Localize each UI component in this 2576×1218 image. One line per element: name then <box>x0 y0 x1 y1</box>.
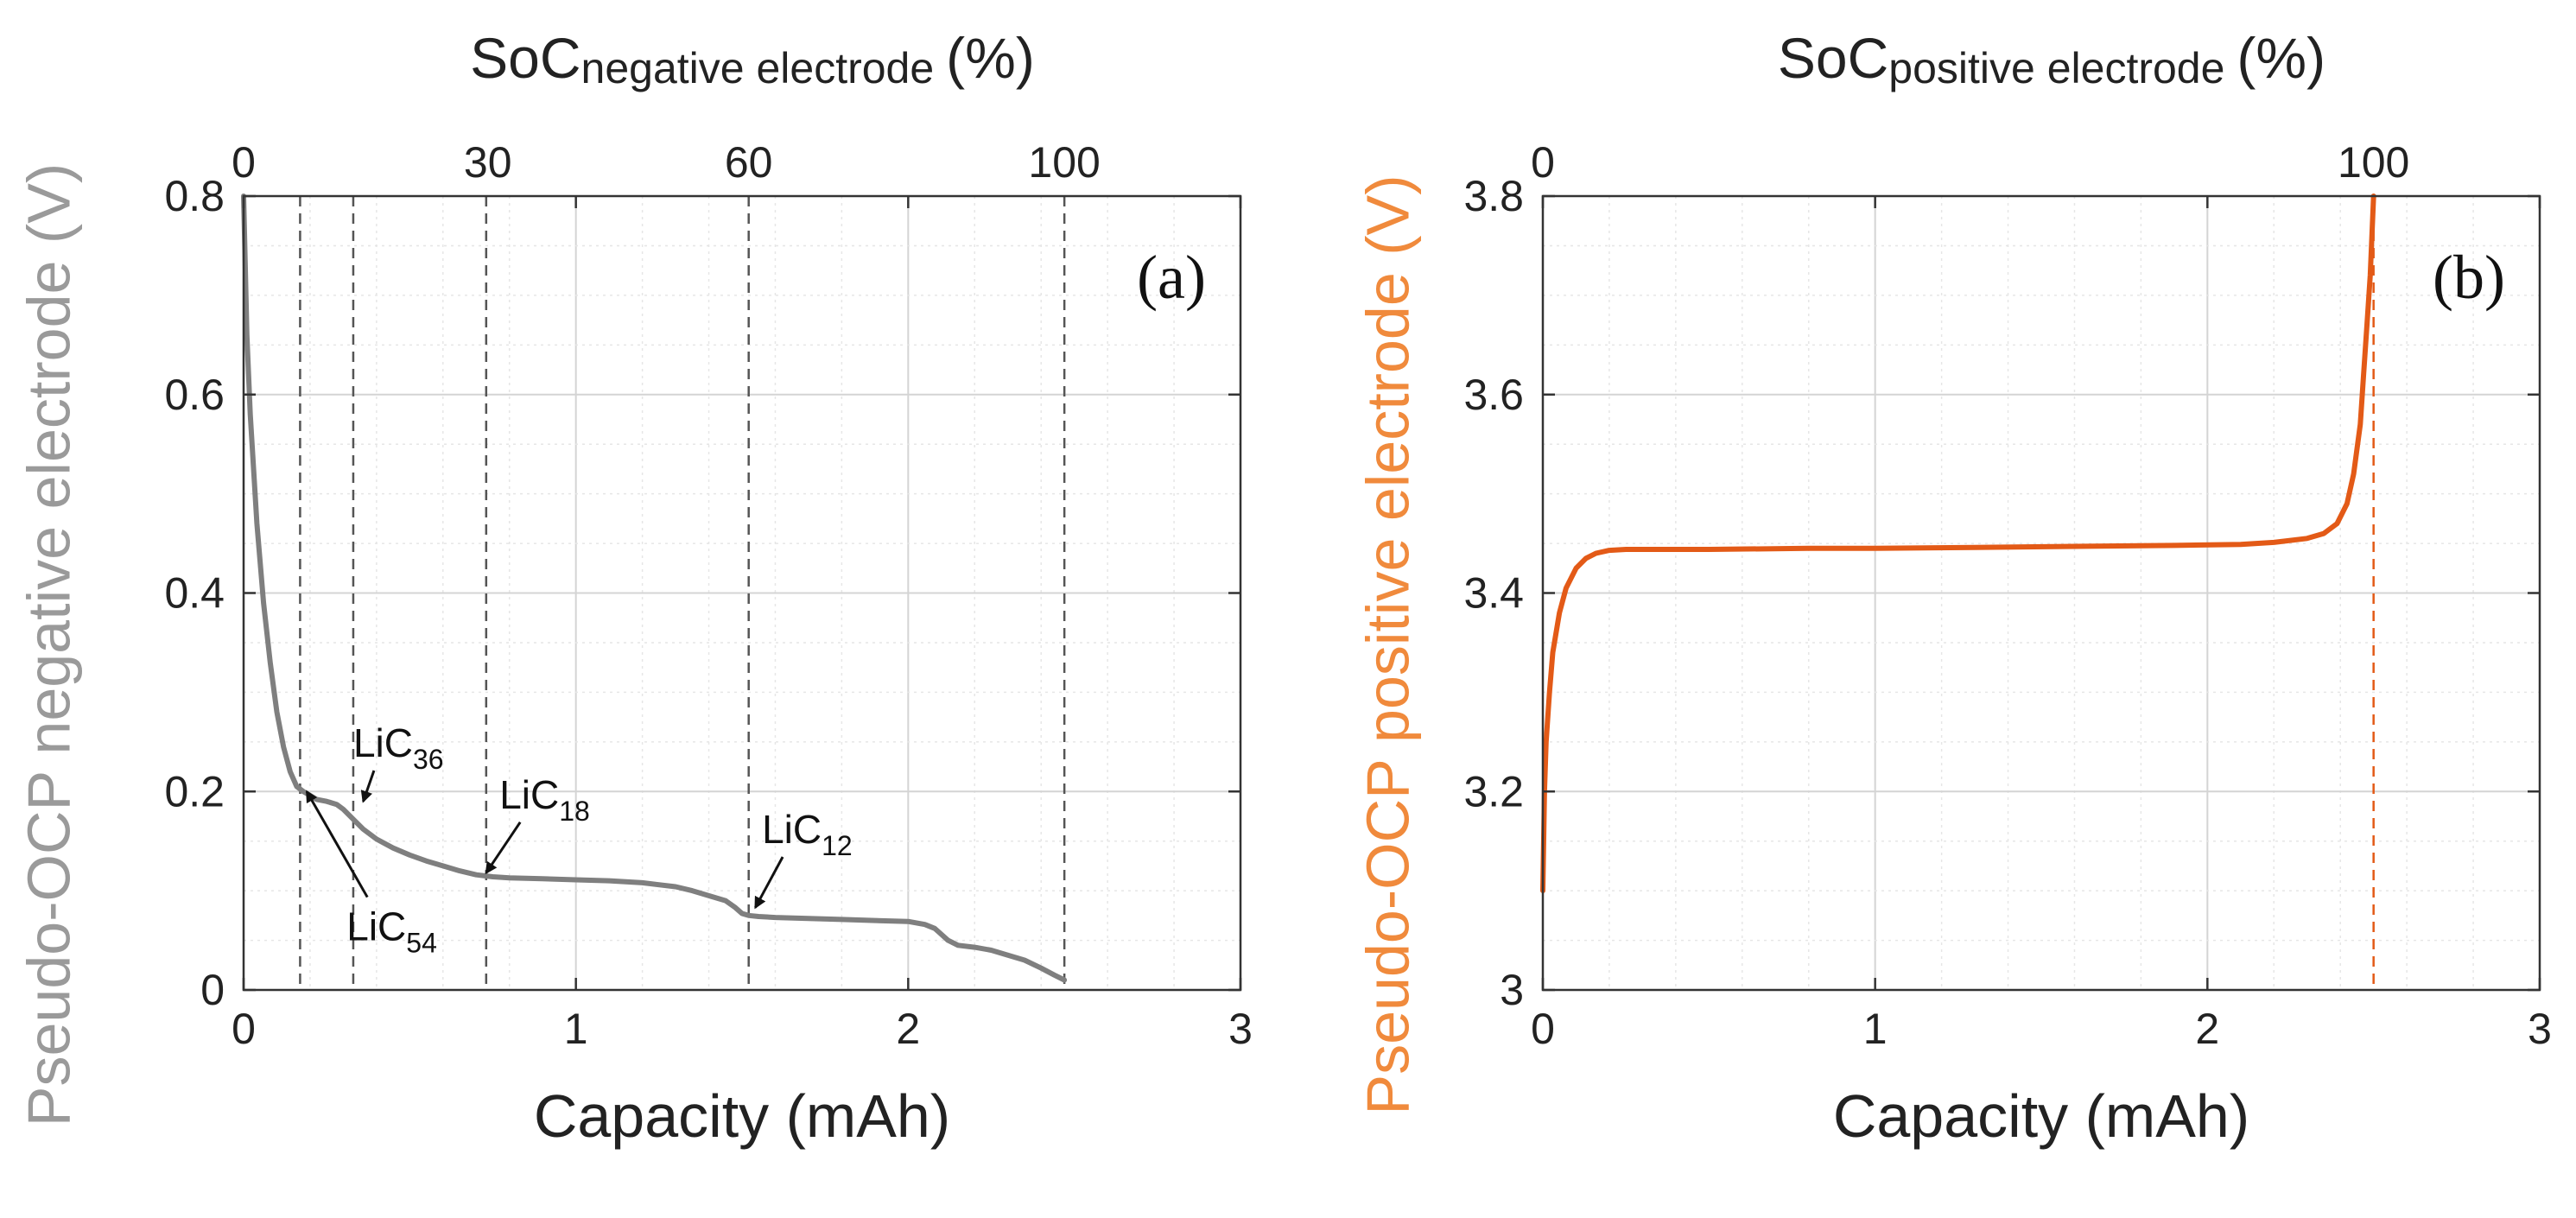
x-tick-label: 0 <box>1531 1005 1555 1053</box>
annotation-label: LiC36 <box>353 720 444 775</box>
x-tick-label: 2 <box>896 1005 920 1053</box>
annotation-label: LiC54 <box>346 904 437 959</box>
grid-b <box>1542 195 2541 991</box>
top-title-a-sub: negative electrode <box>581 44 935 92</box>
series-line-negative-electrode <box>241 193 1068 983</box>
top-axis-title-b: SoCpositive electrode (%) <box>1778 26 2325 92</box>
annotations-a: LiC36 LiC18 LiC12 LiC54 <box>305 720 853 959</box>
annotation-label: LiC18 <box>499 772 590 827</box>
y-tick-label: 0.4 <box>164 569 225 618</box>
y-axis-label-b: Pseudo-OCP positive electrode (V) <box>1354 174 1421 1114</box>
x-tick-label: 3 <box>1228 1005 1253 1053</box>
top-title-a-unit: (%) <box>946 26 1035 90</box>
series-line-positive-electrode <box>1540 193 2376 894</box>
y-tick-label: 3.4 <box>1463 569 1524 618</box>
y-tick-label: 3.2 <box>1463 767 1524 815</box>
annotation-arrow <box>485 821 522 875</box>
y-tick-label: 3 <box>1500 966 1524 1014</box>
x-tick-label: 1 <box>1863 1005 1888 1053</box>
top-tick-label: 30 <box>464 138 512 187</box>
top-tick-label: 100 <box>2338 138 2409 187</box>
annotation-label: LiC12 <box>762 807 853 861</box>
y-tick-label: 0.2 <box>164 767 225 815</box>
chart-panel-b: 0 1 2 333.23.43.63.80 100 (b) SoCpositive el… <box>1354 26 2551 1150</box>
x-axis-label-a: Capacity (mAh) <box>534 1082 950 1150</box>
top-tick-label: 60 <box>725 138 773 187</box>
y-tick-label: 0 <box>200 966 225 1014</box>
annotation-arrow <box>360 770 376 803</box>
top-axis-title-a: SoCnegative electrode (%) <box>470 26 1035 92</box>
x-tick-label: 2 <box>2195 1005 2219 1053</box>
x-tick-label: 3 <box>2528 1005 2552 1053</box>
y-axis-label-a: Pseudo-OCP negative electrode (V) <box>15 163 82 1126</box>
panel-label-b: (b) <box>2433 243 2505 312</box>
top-title-b-unit: (%) <box>2237 26 2325 90</box>
vlines-a <box>299 196 1066 990</box>
y-tick-label: 0.6 <box>164 371 225 419</box>
annotation-arrow <box>305 790 369 898</box>
x-tick-label: 0 <box>232 1005 256 1053</box>
top-title-a-base: SoC <box>470 26 581 90</box>
annotation-arrow <box>754 856 784 910</box>
ticks-a: 0 1 2 300.20.40.60.80 30 60 100 <box>164 138 1252 1053</box>
grid-a <box>243 195 1241 991</box>
ticks-b: 0 1 2 333.23.43.63.80 100 <box>1463 138 2551 1053</box>
y-tick-label: 3.6 <box>1463 371 1524 419</box>
top-tick-label: 0 <box>232 138 256 187</box>
x-axis-label-b: Capacity (mAh) <box>1833 1082 2249 1150</box>
x-tick-label: 1 <box>564 1005 588 1053</box>
top-title-b-sub: positive electrode <box>1888 44 2224 92</box>
top-tick-label: 0 <box>1531 138 1555 187</box>
top-tick-label: 100 <box>1028 138 1100 187</box>
y-tick-label: 0.8 <box>164 172 225 220</box>
y-tick-label: 3.8 <box>1463 172 1524 220</box>
panel-label-a: (a) <box>1137 243 1206 312</box>
top-title-b-base: SoC <box>1778 26 1888 90</box>
